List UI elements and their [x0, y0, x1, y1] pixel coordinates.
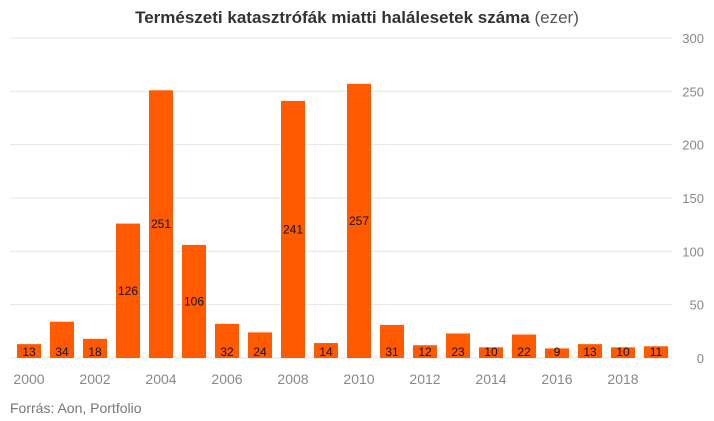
bar [545, 348, 569, 358]
data-label: 22 [517, 345, 531, 359]
bar [50, 321, 74, 358]
bar [116, 223, 140, 358]
chart-title: Természeti katasztrófák miatti haláleset… [0, 8, 714, 28]
y-tick-label: 0 [697, 351, 704, 366]
bar [380, 324, 404, 358]
data-label: 34 [55, 345, 69, 359]
chart-source: Forrás: Aon, Portfolio [10, 400, 142, 416]
y-tick-label: 200 [682, 138, 704, 153]
data-label: 32 [220, 345, 234, 359]
data-label: 13 [22, 345, 36, 359]
x-tick-label: 2016 [541, 371, 572, 387]
bar [83, 338, 107, 358]
y-tick-label: 100 [682, 244, 704, 259]
x-tick-label: 2014 [475, 371, 506, 387]
data-label: 106 [184, 294, 204, 308]
x-tick-label: 2004 [145, 371, 176, 387]
y-tick-label: 50 [690, 298, 704, 313]
bar [215, 323, 239, 358]
y-tick-label: 250 [682, 84, 704, 99]
data-label: 12 [418, 345, 432, 359]
bar [644, 346, 668, 358]
data-label: 23 [451, 345, 465, 359]
data-label: 31 [385, 345, 399, 359]
bar [347, 83, 371, 358]
data-label: 241 [283, 222, 303, 236]
x-tick-label: 2010 [343, 371, 374, 387]
bar [413, 345, 437, 358]
bar [182, 244, 206, 358]
data-label: 13 [583, 345, 597, 359]
data-label: 251 [151, 217, 171, 231]
x-tick-label: 2012 [409, 371, 440, 387]
bar [479, 347, 503, 358]
y-tick-label: 300 [682, 31, 704, 46]
bar [611, 347, 635, 358]
data-label: 18 [88, 345, 102, 359]
data-label: 11 [650, 345, 663, 359]
data-label: 10 [484, 345, 498, 359]
bar [314, 343, 338, 358]
bar [17, 344, 41, 358]
bar [149, 90, 173, 359]
bar [446, 333, 470, 358]
bar [512, 334, 536, 358]
x-tick-label: 2000 [13, 371, 44, 387]
chart-title-text: Természeti katasztrófák miatti haláleset… [135, 8, 530, 27]
data-label: 10 [616, 345, 630, 359]
bar [281, 100, 305, 358]
bar [578, 344, 602, 358]
data-label: 24 [253, 345, 267, 359]
data-label: 257 [349, 214, 369, 228]
chart-title-unit: (ezer) [534, 8, 579, 27]
data-label: 14 [319, 345, 333, 359]
x-tick-label: 2008 [277, 371, 308, 387]
x-tick-label: 2006 [211, 371, 242, 387]
x-tick-label: 2018 [607, 371, 638, 387]
data-label: 9 [554, 345, 561, 359]
data-label: 126 [118, 284, 138, 298]
x-tick-label: 2002 [79, 371, 110, 387]
bar [248, 332, 272, 358]
y-tick-label: 150 [682, 191, 704, 206]
